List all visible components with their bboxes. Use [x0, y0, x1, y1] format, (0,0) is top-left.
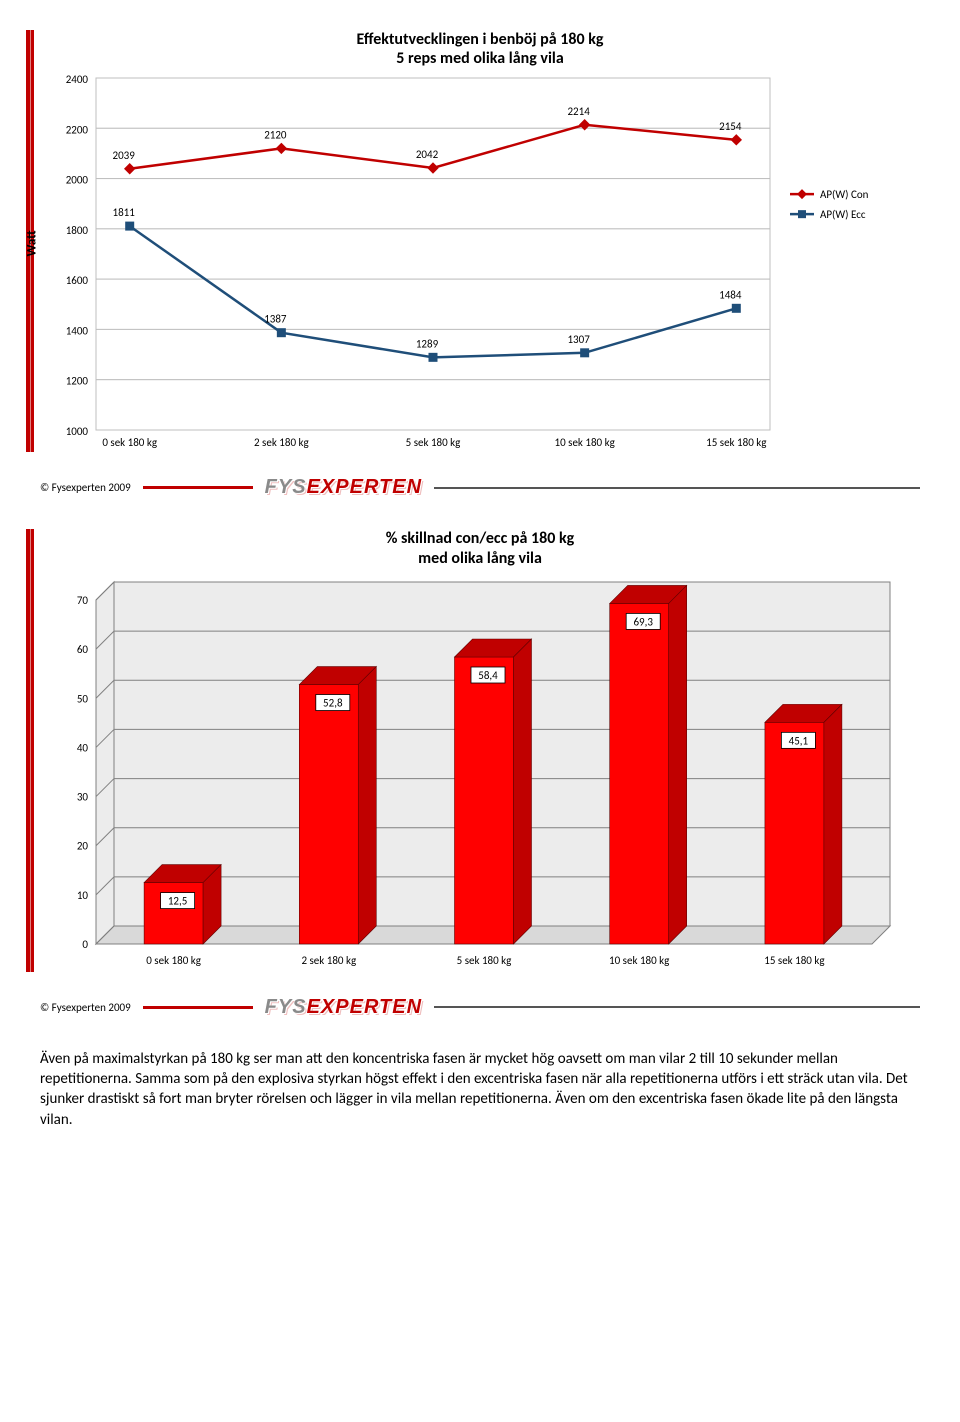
svg-text:AP(W) Ecc: AP(W) Ecc — [820, 209, 866, 222]
svg-text:1289: 1289 — [416, 338, 439, 351]
svg-text:20: 20 — [77, 839, 89, 852]
svg-text:1387: 1387 — [264, 313, 287, 326]
footer-row-1: © Fysexperten 2009 FYSEXPERTEN — [40, 476, 920, 499]
svg-text:50: 50 — [77, 692, 89, 705]
svg-text:AP(W) Con: AP(W) Con — [820, 189, 869, 202]
svg-text:2042: 2042 — [416, 148, 439, 161]
red-rule — [143, 486, 253, 489]
svg-text:15 sek 180 kg: 15 sek 180 kg — [764, 954, 824, 967]
svg-text:2 sek 180 kg: 2 sek 180 kg — [301, 954, 356, 967]
bar-chart-block: % skillnad con/ecc på 180 kg med olika l… — [40, 529, 920, 971]
footer-row-2: © Fysexperten 2009 FYSEXPERTEN — [40, 996, 920, 1019]
dark-rule — [434, 1006, 920, 1008]
line-chart-title: Effektutvecklingen i benböj på 180 kg 5 … — [40, 30, 920, 68]
line-chart-ylabel: Watt — [25, 231, 40, 257]
svg-text:45,1: 45,1 — [789, 734, 809, 747]
svg-text:40: 40 — [77, 741, 89, 754]
svg-text:15 sek 180 kg: 15 sek 180 kg — [706, 436, 766, 449]
line-chart: 2400 2200 2000 1800 1600 1400 1200 1000 0 sek 18… — [40, 72, 920, 452]
brand-logo: FYSEXPERTEN — [265, 996, 422, 1019]
svg-text:1484: 1484 — [719, 289, 742, 302]
left-rule-decoration — [26, 529, 34, 971]
svg-text:2200: 2200 — [66, 124, 89, 137]
svg-text:2000: 2000 — [66, 174, 89, 187]
svg-text:5 sek 180 kg: 5 sek 180 kg — [406, 436, 461, 449]
svg-text:2 sek 180 kg: 2 sek 180 kg — [254, 436, 309, 449]
svg-text:1000: 1000 — [66, 425, 89, 438]
svg-text:60: 60 — [77, 643, 89, 656]
body-paragraph: Även på maximalstyrkan på 180 kg ser man… — [40, 1049, 920, 1130]
line-chart-block: Effektutvecklingen i benböj på 180 kg 5 … — [40, 30, 920, 452]
svg-text:1811: 1811 — [113, 206, 136, 219]
svg-text:2214: 2214 — [567, 105, 590, 118]
copyright-text: © Fysexperten 2009 — [40, 481, 131, 494]
svg-text:0 sek 180 kg: 0 sek 180 kg — [146, 954, 201, 967]
svg-text:1307: 1307 — [567, 333, 590, 346]
brand-logo: FYSEXPERTEN — [265, 476, 422, 499]
svg-text:69,3: 69,3 — [633, 615, 653, 628]
svg-text:1800: 1800 — [66, 224, 89, 237]
svg-text:58,4: 58,4 — [478, 669, 498, 682]
svg-text:52,8: 52,8 — [323, 696, 343, 709]
bar-chart-title: % skillnad con/ecc på 180 kg med olika l… — [40, 529, 920, 567]
svg-text:5 sek 180 kg: 5 sek 180 kg — [457, 954, 512, 967]
svg-text:1400: 1400 — [66, 325, 89, 338]
dark-rule — [434, 487, 920, 489]
svg-text:30: 30 — [77, 790, 89, 803]
svg-text:10 sek 180 kg: 10 sek 180 kg — [555, 436, 615, 449]
svg-text:0 sek 180 kg: 0 sek 180 kg — [102, 436, 157, 449]
svg-text:0: 0 — [82, 938, 88, 951]
svg-text:2120: 2120 — [264, 129, 287, 142]
svg-text:10 sek 180 kg: 10 sek 180 kg — [609, 954, 669, 967]
svg-text:10: 10 — [77, 889, 89, 902]
svg-text:2400: 2400 — [66, 73, 89, 86]
bar-chart: 0 10 20 30 40 50 60 70 12,5 0 sek 180 kg 52,8 2 sek… — [40, 572, 920, 972]
svg-text:70: 70 — [77, 594, 89, 607]
svg-text:1600: 1600 — [66, 275, 89, 288]
copyright-text: © Fysexperten 2009 — [40, 1001, 131, 1014]
svg-text:1200: 1200 — [66, 375, 89, 388]
svg-text:12,5: 12,5 — [168, 894, 187, 907]
red-rule — [143, 1006, 253, 1009]
svg-text:2039: 2039 — [113, 149, 136, 162]
svg-text:2154: 2154 — [719, 120, 742, 133]
